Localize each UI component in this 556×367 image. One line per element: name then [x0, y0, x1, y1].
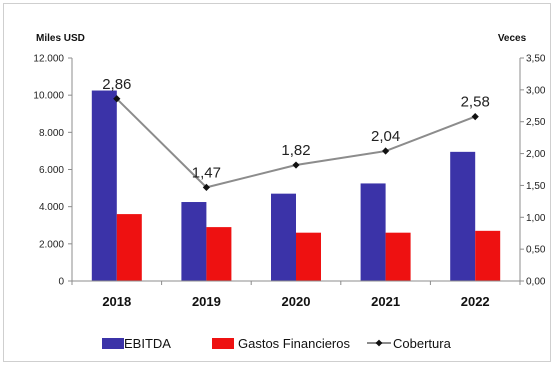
cobertura-line-group: 2,86 1,47 1,82 2,04 2,58	[102, 76, 490, 191]
right-tick-label: 1,50	[526, 181, 546, 192]
cobertura-data-label: 1,82	[281, 142, 310, 159]
cobertura-point	[202, 183, 210, 191]
cobertura-point	[382, 147, 390, 155]
legend-marker-cobertura	[375, 339, 383, 347]
x-tick-label: 2019	[192, 294, 221, 309]
left-tick-label: 12.000	[33, 54, 64, 65]
right-tick-label: 0,50	[526, 245, 546, 256]
bar-gastos-financieros	[116, 214, 142, 281]
bars-group	[91, 90, 501, 281]
left-tick-label: 0	[58, 277, 64, 288]
legend-label-cobertura: Cobertura	[393, 336, 452, 351]
bar-gastos-financieros	[475, 230, 501, 281]
left-tick-label: 6.000	[39, 165, 64, 176]
cobertura-point	[113, 95, 121, 103]
x-tick-label: 2018	[102, 294, 131, 309]
right-tick-label: 2,50	[526, 117, 546, 128]
bar-ebitda	[271, 193, 296, 281]
right-tick-label: 3,50	[526, 54, 546, 65]
cobertura-point	[471, 113, 479, 121]
cobertura-point	[292, 161, 300, 169]
cobertura-data-label: 2,04	[371, 128, 400, 145]
bar-ebitda	[91, 90, 117, 281]
x-axis: 2018 2019 2020 2021 2022	[71, 280, 521, 309]
bar-ebitda	[360, 183, 386, 281]
x-tick-label: 2021	[371, 294, 400, 309]
right-tick-label: 2,00	[526, 149, 546, 160]
cobertura-data-label: 1,47	[192, 164, 221, 181]
bar-gastos-financieros	[385, 232, 411, 281]
bar-ebitda	[181, 202, 207, 281]
legend-swatch-gastos-financieros	[212, 338, 234, 349]
bar-gastos-financieros	[206, 227, 232, 281]
x-tick-label: 2022	[461, 294, 490, 309]
right-tick-label: 3,00	[526, 85, 546, 96]
legend-label-ebitda: EBITDA	[124, 336, 171, 351]
legend-swatch-ebitda	[102, 338, 124, 349]
right-axis-unit: Veces	[498, 33, 527, 44]
left-tick-label: 4.000	[39, 202, 64, 213]
right-tick-label: 0,00	[526, 277, 546, 288]
cobertura-data-label: 2,86	[102, 76, 131, 93]
left-tick-label: 2.000	[39, 239, 64, 250]
right-axis: 0,00 0,50 1,00 1,50 2,00 2,50 3,00 3,50	[519, 54, 546, 288]
left-tick-label: 8.000	[39, 128, 64, 139]
left-axis-unit: Miles USD	[36, 33, 85, 44]
left-axis: 0 2.000 4.000 6.000 8.000 10.000 12.000	[33, 54, 73, 288]
left-tick-label: 10.000	[33, 91, 64, 102]
legend-label-gastos-financieros: Gastos Financieros	[238, 336, 350, 351]
cobertura-data-label: 2,58	[461, 94, 490, 111]
bar-gastos-financieros	[296, 232, 321, 281]
right-tick-label: 1,00	[526, 213, 546, 224]
x-tick-label: 2020	[282, 294, 311, 309]
legend: EBITDA Gastos Financieros Cobertura	[102, 336, 452, 351]
bar-ebitda	[450, 151, 476, 281]
